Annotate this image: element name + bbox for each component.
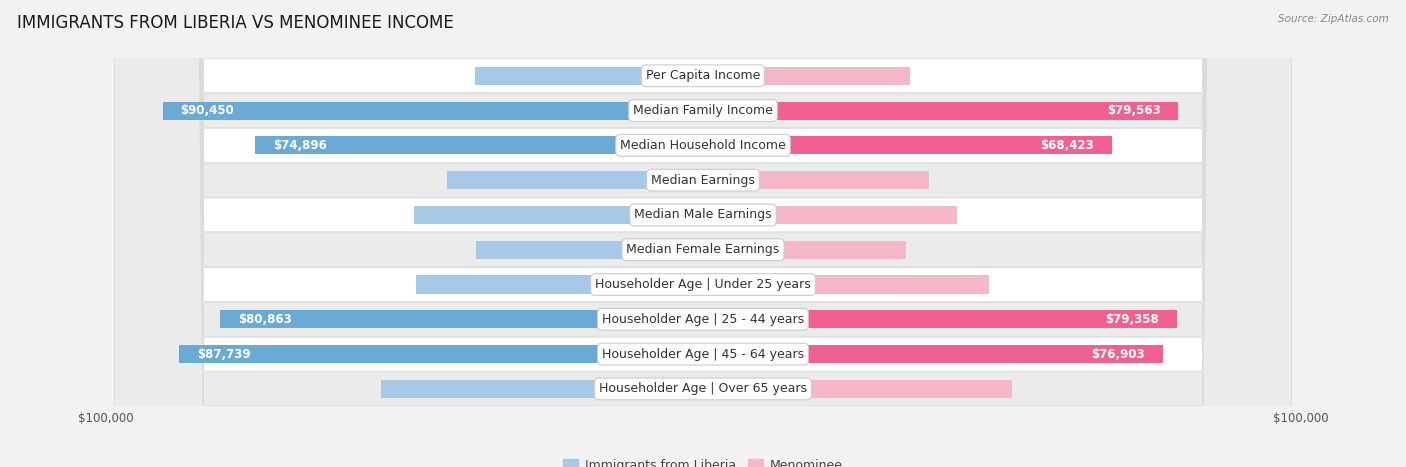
FancyBboxPatch shape (114, 0, 1292, 467)
Text: Median Male Earnings: Median Male Earnings (634, 208, 772, 221)
Text: Median Earnings: Median Earnings (651, 174, 755, 187)
Text: Householder Age | Under 25 years: Householder Age | Under 25 years (595, 278, 811, 291)
Text: Householder Age | 25 - 44 years: Householder Age | 25 - 44 years (602, 313, 804, 326)
Text: $34,578: $34,578 (711, 69, 761, 82)
Bar (703, 276, 990, 294)
Text: $68,423: $68,423 (1040, 139, 1094, 152)
Text: Source: ZipAtlas.com: Source: ZipAtlas.com (1278, 14, 1389, 24)
Text: $76,903: $76,903 (1091, 347, 1144, 361)
Bar (381, 380, 703, 398)
Text: $48,317: $48,317 (645, 208, 695, 221)
Text: $53,967: $53,967 (645, 382, 695, 396)
FancyBboxPatch shape (114, 0, 1292, 467)
Bar (256, 136, 703, 155)
Text: Median Female Earnings: Median Female Earnings (627, 243, 779, 256)
Bar (475, 67, 703, 85)
Bar (703, 101, 1178, 120)
FancyBboxPatch shape (114, 0, 1292, 467)
Text: $79,358: $79,358 (1105, 313, 1160, 326)
Bar (703, 171, 929, 189)
Bar (415, 206, 703, 224)
Bar (703, 206, 957, 224)
Text: Householder Age | 45 - 64 years: Householder Age | 45 - 64 years (602, 347, 804, 361)
Text: $79,563: $79,563 (1107, 104, 1160, 117)
Text: $47,981: $47,981 (645, 278, 695, 291)
Bar (703, 345, 1163, 363)
Text: Median Household Income: Median Household Income (620, 139, 786, 152)
Bar (703, 67, 910, 85)
Text: IMMIGRANTS FROM LIBERIA VS MENOMINEE INCOME: IMMIGRANTS FROM LIBERIA VS MENOMINEE INC… (17, 14, 454, 32)
Bar (703, 380, 1012, 398)
FancyBboxPatch shape (114, 0, 1292, 467)
Bar (179, 345, 703, 363)
Text: $47,907: $47,907 (711, 278, 761, 291)
Bar (703, 241, 905, 259)
Text: $51,719: $51,719 (711, 382, 761, 396)
Bar (703, 136, 1112, 155)
Bar (477, 241, 703, 259)
Text: $80,863: $80,863 (238, 313, 291, 326)
Text: $74,896: $74,896 (273, 139, 328, 152)
Text: $38,165: $38,165 (645, 69, 695, 82)
Bar (219, 310, 703, 328)
FancyBboxPatch shape (114, 0, 1292, 467)
Bar (416, 276, 703, 294)
Text: Per Capita Income: Per Capita Income (645, 69, 761, 82)
Text: $33,894: $33,894 (711, 243, 761, 256)
Text: $37,970: $37,970 (645, 243, 695, 256)
FancyBboxPatch shape (114, 0, 1292, 467)
Text: $87,739: $87,739 (197, 347, 250, 361)
Legend: Immigrants from Liberia, Menominee: Immigrants from Liberia, Menominee (558, 453, 848, 467)
Text: $37,884: $37,884 (711, 174, 761, 187)
FancyBboxPatch shape (114, 0, 1292, 467)
Text: Householder Age | Over 65 years: Householder Age | Over 65 years (599, 382, 807, 396)
Text: Median Family Income: Median Family Income (633, 104, 773, 117)
Text: $42,581: $42,581 (711, 208, 761, 221)
Text: $42,923: $42,923 (645, 174, 695, 187)
FancyBboxPatch shape (114, 0, 1292, 467)
Bar (703, 310, 1177, 328)
Text: $90,450: $90,450 (180, 104, 235, 117)
FancyBboxPatch shape (114, 0, 1292, 467)
Bar (163, 101, 703, 120)
Bar (447, 171, 703, 189)
FancyBboxPatch shape (114, 0, 1292, 467)
